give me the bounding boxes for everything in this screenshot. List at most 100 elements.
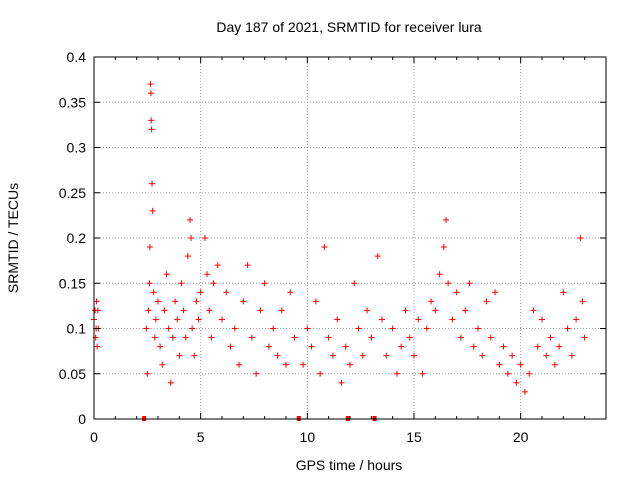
data-point <box>149 207 156 214</box>
data-point <box>240 298 247 305</box>
data-point <box>210 280 217 287</box>
data-point <box>475 325 481 332</box>
y-tick-label: 0.2 <box>67 230 87 246</box>
y-tick-label: 0.15 <box>59 275 86 291</box>
data-point <box>487 334 494 341</box>
data-point <box>165 325 172 332</box>
y-tick-labels: 0 0.05 0.1 0.15 0.2 0.25 0.3 0.35 0.4 <box>59 49 86 427</box>
data-point <box>149 180 156 187</box>
data-point <box>556 343 563 350</box>
data-point <box>304 325 311 332</box>
data-point <box>509 352 516 359</box>
data-point <box>551 361 558 368</box>
data-point <box>227 343 234 350</box>
data-point <box>193 298 200 305</box>
data-point <box>261 280 268 287</box>
data-point <box>351 280 358 287</box>
y-tick-label: 0.1 <box>67 321 87 337</box>
data-point <box>195 316 202 323</box>
y-axis-label: SRMTID / TECUs <box>5 183 21 293</box>
data-point <box>398 343 405 350</box>
y-tick-label: 0.25 <box>59 185 86 201</box>
data-point <box>479 352 486 359</box>
data-point <box>411 352 417 359</box>
data-point <box>278 307 285 314</box>
data-point <box>389 325 396 332</box>
data-point <box>547 334 554 341</box>
data-point <box>206 307 213 314</box>
data-point <box>244 262 251 269</box>
data-point <box>163 271 170 278</box>
data-point <box>148 117 155 124</box>
data-point <box>436 271 443 278</box>
data-point <box>564 325 571 332</box>
data-point <box>443 216 449 223</box>
data-point <box>440 244 447 251</box>
data-point <box>274 352 281 359</box>
data-point <box>147 81 154 88</box>
chart-title: Day 187 of 2021, SRMTID for receiver lur… <box>216 19 482 35</box>
data-point <box>214 262 221 269</box>
data-point <box>174 316 181 323</box>
data-point <box>539 316 545 323</box>
data-point <box>189 325 196 332</box>
data-point <box>530 307 537 314</box>
axis-ticks <box>93 56 606 420</box>
data-point <box>236 361 243 368</box>
data-point <box>342 343 349 350</box>
data-point <box>402 307 409 314</box>
data-point <box>287 289 294 296</box>
data-point <box>492 289 499 296</box>
data-point <box>581 334 588 341</box>
data-point <box>308 343 315 350</box>
data-point <box>187 216 193 223</box>
grid-lines <box>94 57 606 419</box>
data-point <box>231 325 238 332</box>
data-point <box>180 307 187 314</box>
data-point <box>466 280 473 287</box>
data-point <box>517 361 524 368</box>
data-point <box>462 307 469 314</box>
data-point <box>457 334 464 341</box>
data-point <box>184 253 191 260</box>
data-point <box>143 325 150 332</box>
data-point <box>419 370 426 377</box>
data-point <box>379 316 385 323</box>
data-point <box>283 361 289 368</box>
data-point <box>428 298 435 305</box>
data-point <box>94 343 101 350</box>
x-tick-label: 10 <box>300 429 316 445</box>
data-point <box>321 244 328 251</box>
data-point <box>496 361 503 368</box>
data-point <box>577 235 584 241</box>
data-point <box>300 361 307 368</box>
data-point <box>270 325 277 332</box>
data-point <box>521 388 528 395</box>
data-point <box>157 343 164 350</box>
data-point <box>146 280 153 287</box>
y-tick-label: 0.35 <box>59 94 86 110</box>
data-point <box>150 289 157 296</box>
data-point <box>449 316 456 323</box>
x-axis-label: GPS time / hours <box>296 457 403 473</box>
data-point <box>94 307 101 314</box>
x-tick-label: 15 <box>406 429 422 445</box>
x-tick-label: 5 <box>197 429 205 445</box>
data-point <box>393 370 400 377</box>
data-point <box>176 352 183 359</box>
data-point <box>568 352 575 359</box>
data-point <box>144 370 151 377</box>
data-point <box>223 289 230 296</box>
x-tick-label: 20 <box>513 429 529 445</box>
data-point <box>265 343 272 350</box>
data-point <box>145 307 152 314</box>
data-point <box>432 307 439 314</box>
data-point <box>504 370 511 377</box>
data-point <box>152 316 159 323</box>
data-point <box>500 343 507 350</box>
y-tick-label: 0.05 <box>59 366 86 382</box>
data-point <box>253 370 260 377</box>
data-point <box>201 235 208 241</box>
data-point <box>312 298 319 305</box>
